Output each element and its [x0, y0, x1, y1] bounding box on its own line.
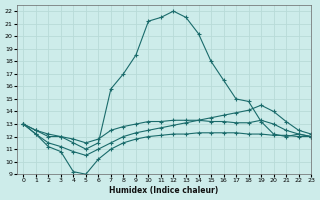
X-axis label: Humidex (Indice chaleur): Humidex (Indice chaleur) [109, 186, 219, 195]
